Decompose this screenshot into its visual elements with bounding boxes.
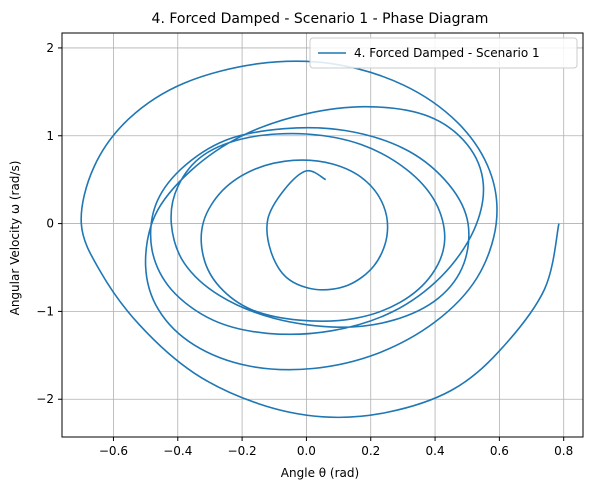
x-tick-label: 0.2 [361,444,380,458]
series-line [80,60,560,419]
plot-frame [61,32,584,438]
y-tick-label: −2 [36,392,54,406]
x-tick-label: −0.6 [99,444,128,458]
y-tick-label: 1 [46,129,54,143]
y-tick-label: 2 [46,41,54,55]
x-tick-label: 0.4 [426,444,445,458]
x-tick-label: 0.6 [490,444,509,458]
legend: 4. Forced Damped - Scenario 1 [309,37,578,69]
x-tick-label: 0.0 [297,444,316,458]
chart-title: 4. Forced Damped - Scenario 1 - Phase Di… [152,11,489,27]
x-tick-label: 0.8 [554,444,573,458]
x-axis-label: Angle θ (rad) [281,466,359,480]
y-tick-label: −1 [36,304,54,318]
series-layer [80,60,560,419]
legend-label: 4. Forced Damped - Scenario 1 [354,46,540,60]
x-tick-label: −0.4 [163,444,192,458]
axis-ticks: −0.6 −0.4 −0.2 0.0 0.2 0.4 0.6 0.8 −2 −1 0 1 2 [36,41,573,458]
y-tick-label: 0 [46,217,54,231]
y-axis-label: Angular Velocity ω (rad/s) [8,161,22,316]
legend-box [309,37,578,69]
x-tick-label: −0.2 [228,444,257,458]
